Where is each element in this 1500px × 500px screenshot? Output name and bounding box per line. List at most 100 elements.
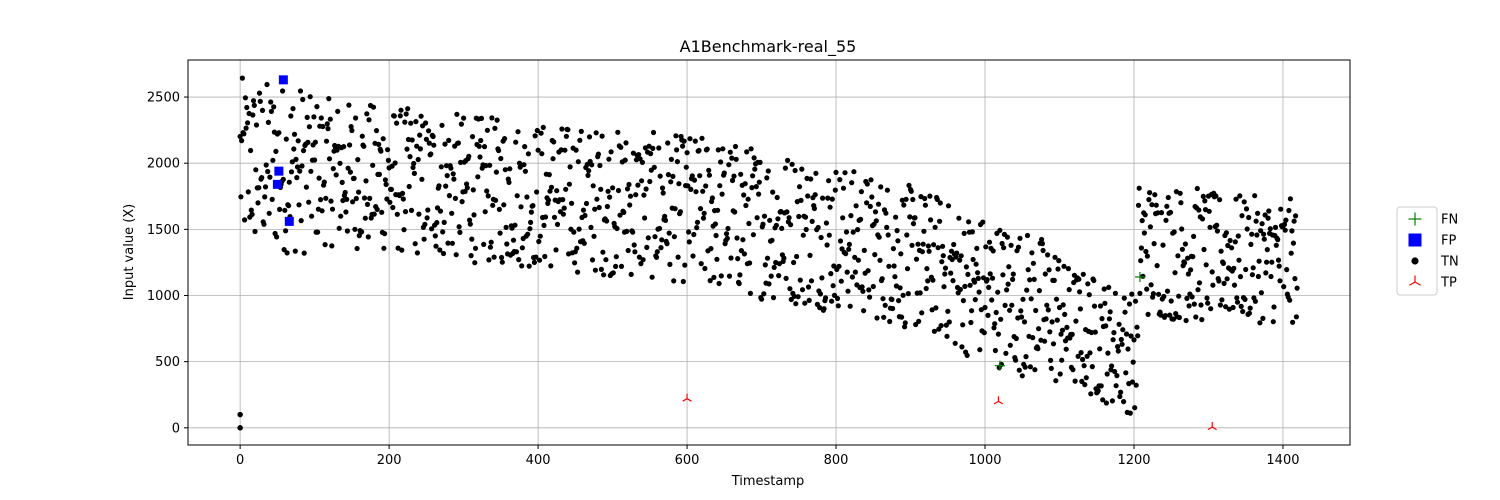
tn-point (398, 107, 404, 113)
tn-point (327, 116, 333, 122)
tn-point (715, 207, 721, 213)
tn-point (738, 171, 744, 177)
tn-point (376, 141, 382, 147)
tn-point (290, 106, 296, 112)
tn-point (693, 189, 699, 195)
tn-point (575, 269, 581, 275)
tn-point (243, 125, 249, 131)
tn-point (877, 257, 883, 263)
tn-point (667, 261, 673, 267)
tn-point (989, 275, 996, 281)
tn-point (687, 136, 693, 142)
tn-point (991, 325, 997, 331)
tn-point (323, 195, 329, 201)
tn-point (808, 278, 815, 284)
tn-point (789, 161, 795, 167)
tn-point (1140, 273, 1146, 279)
tn-point (1271, 304, 1277, 310)
tn-point (294, 175, 300, 181)
tn-point (1138, 258, 1144, 264)
tn-point (803, 226, 809, 233)
tn-point (621, 209, 627, 215)
tn-point (1287, 297, 1293, 303)
tn-point (359, 229, 365, 235)
tn-point (836, 263, 842, 269)
tn-point (931, 328, 938, 334)
tn-point (293, 156, 299, 162)
tn-point (411, 170, 417, 176)
tn-point (1239, 213, 1245, 219)
tn-point (788, 222, 794, 228)
tn-point (1039, 241, 1045, 247)
tn-point (582, 212, 588, 219)
tn-point (323, 138, 330, 144)
tn-point (269, 196, 275, 202)
tn-point (282, 207, 288, 213)
tn-point (450, 171, 456, 177)
tn-point (622, 157, 628, 163)
tn-point (894, 228, 900, 234)
tn-point (1214, 228, 1220, 234)
tn-point (896, 298, 902, 304)
tn-point (641, 192, 647, 198)
tn-point (1276, 263, 1282, 269)
tn-point (928, 217, 934, 223)
tn-point (497, 230, 503, 236)
tn-point (639, 178, 645, 184)
tn-point (370, 162, 376, 168)
tn-point (353, 195, 359, 202)
tn-point (791, 293, 797, 299)
tn-point (586, 134, 593, 140)
tn-point (1182, 260, 1188, 266)
tn-point (1267, 226, 1273, 232)
tn-point (496, 147, 502, 154)
tn-point (775, 216, 781, 222)
tn-point (901, 202, 907, 208)
tn-point (912, 215, 918, 221)
tn-point (399, 190, 406, 196)
tn-point (380, 136, 386, 142)
tn-point (1058, 331, 1064, 337)
tn-point (525, 151, 532, 157)
tn-point (1024, 232, 1031, 239)
tn-point (799, 287, 806, 293)
tn-point (1146, 197, 1152, 203)
tn-point (1127, 410, 1133, 416)
tn-point (628, 271, 634, 277)
tn-point (1206, 208, 1212, 214)
tn-point (378, 148, 384, 154)
tn-point (864, 200, 870, 206)
tn-point (1201, 246, 1207, 253)
tn-point (1115, 344, 1121, 350)
tn-point (853, 203, 859, 209)
tn-point (796, 213, 802, 220)
tn-point (542, 253, 548, 260)
tn-point (1282, 227, 1288, 233)
tn-point (975, 270, 981, 276)
tn-point (992, 347, 999, 354)
tn-point (284, 250, 290, 256)
tn-point (1120, 327, 1126, 333)
tn-point (1147, 224, 1153, 230)
tn-point (590, 183, 596, 189)
tn-point (1163, 217, 1169, 223)
tn-point (257, 98, 263, 104)
tn-point (1240, 308, 1246, 315)
tn-point (537, 233, 543, 239)
tn-point (1135, 202, 1142, 208)
tn-point (458, 159, 464, 165)
tn-point (1185, 271, 1191, 277)
tn-point (890, 305, 896, 312)
tn-point (439, 122, 445, 128)
tn-point (640, 257, 646, 263)
tn-point (951, 241, 957, 248)
tn-point (902, 324, 908, 330)
tn-point (1036, 326, 1042, 332)
tn-point (1255, 210, 1261, 216)
tn-point (311, 114, 317, 120)
tn-point (859, 284, 865, 290)
tn-point (1261, 236, 1267, 242)
tn-point (607, 194, 613, 200)
tn-point (1231, 265, 1237, 271)
tn-point (886, 263, 892, 269)
